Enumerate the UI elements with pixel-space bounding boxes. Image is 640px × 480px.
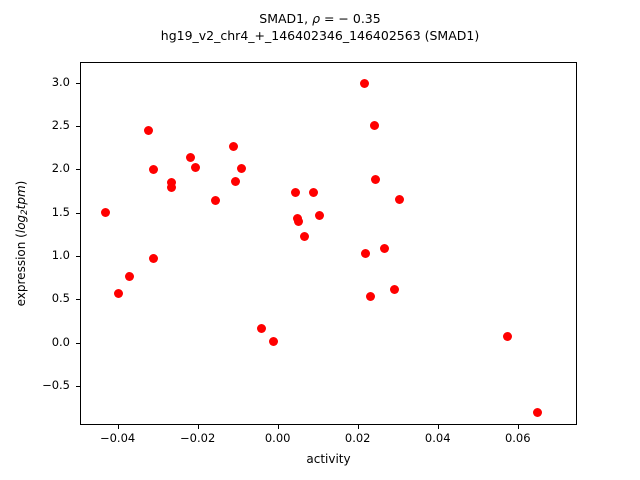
y-tick-mark — [76, 212, 80, 214]
y-tick-mark — [76, 169, 80, 171]
chart-title-line-1: SMAD1, ρ = − 0.35 — [0, 10, 640, 27]
y-tick-label: 1.0 — [51, 248, 70, 263]
scatter-point — [148, 254, 158, 264]
y-tick-mark — [76, 126, 80, 128]
y-axis-label-base: 2 — [20, 209, 31, 215]
scatter-point — [124, 271, 134, 281]
scatter-point — [166, 178, 176, 188]
plot-axes — [80, 62, 577, 425]
rho-symbol: ρ — [312, 11, 321, 26]
y-tick-mark — [76, 256, 80, 258]
y-tick-mark — [76, 82, 80, 84]
y-axis-label-suffix: ) — [14, 180, 28, 186]
scatter-point — [294, 217, 304, 227]
y-tick-mark — [76, 386, 80, 387]
y-tick-label: 3.0 — [51, 74, 70, 89]
scatter-point — [361, 249, 371, 259]
scatter-point — [228, 141, 238, 151]
scatter-point — [308, 187, 318, 197]
x-tick-mark — [357, 425, 359, 429]
y-tick-label: 0.5 — [51, 291, 70, 306]
scatter-point — [100, 207, 110, 217]
scatter-point — [185, 152, 195, 162]
y-tick-label: 1.5 — [51, 204, 70, 219]
scatter-point — [256, 323, 266, 333]
scatter-point — [532, 407, 542, 417]
scatter-point — [210, 196, 220, 206]
y-axis-label-unit: tpm — [14, 185, 28, 210]
y-tick-mark — [76, 342, 80, 344]
x-tick-label: 0.02 — [344, 431, 371, 445]
scatter-point — [113, 288, 123, 298]
y-axis-label-prefix: expression ( — [14, 233, 28, 307]
scatter-point — [380, 243, 390, 253]
x-axis-label: activity — [306, 452, 351, 466]
scatter-point — [390, 285, 400, 295]
y-tick-label: 2.5 — [51, 118, 70, 133]
scatter-point — [366, 292, 376, 302]
scatter-point — [300, 231, 310, 241]
scatter-point — [290, 187, 300, 197]
x-tick-mark — [437, 425, 439, 429]
scatter-point — [166, 183, 176, 193]
y-tick-label: −0.5 — [42, 378, 70, 392]
scatter-point — [371, 175, 381, 185]
y-axis-label: expression (log2tpm) — [14, 62, 32, 425]
scatter-point — [503, 332, 513, 342]
chart-title-gene: SMAD1, — [259, 11, 313, 26]
scatter-point — [394, 195, 404, 205]
scatter-point — [369, 120, 379, 130]
x-tick-mark — [117, 425, 119, 429]
scatter-point — [148, 165, 158, 175]
x-tick-mark — [277, 425, 279, 429]
scatter-point — [268, 337, 278, 347]
y-tick-mark — [76, 299, 80, 301]
y-tick-label: 0.0 — [51, 334, 70, 349]
scatter-point — [144, 126, 154, 136]
scatter-points-layer — [81, 63, 576, 424]
x-tick-label: 0.04 — [424, 431, 451, 445]
rho-value: = − 0.35 — [320, 11, 381, 26]
chart-title: SMAD1, ρ = − 0.35 hg19_v2_chr4_+_1464023… — [0, 10, 640, 44]
scatter-point — [359, 79, 369, 89]
scatter-point — [230, 177, 240, 187]
scatter-point — [315, 210, 325, 220]
x-tick-label: −0.04 — [99, 431, 136, 445]
chart-title-line-2: hg19_v2_chr4_+_146402346_146402563 (SMAD… — [160, 28, 480, 43]
x-tick-label: 0.06 — [504, 431, 531, 445]
scatter-point — [236, 164, 246, 174]
y-tick-label: 2.0 — [51, 161, 70, 176]
x-tick-label: 0.00 — [264, 431, 291, 445]
x-tick-label: −0.02 — [180, 431, 216, 445]
y-axis-label-log: log — [14, 214, 28, 234]
x-tick-mark — [517, 425, 519, 429]
x-tick-mark — [197, 425, 199, 429]
scatter-point — [191, 163, 201, 173]
